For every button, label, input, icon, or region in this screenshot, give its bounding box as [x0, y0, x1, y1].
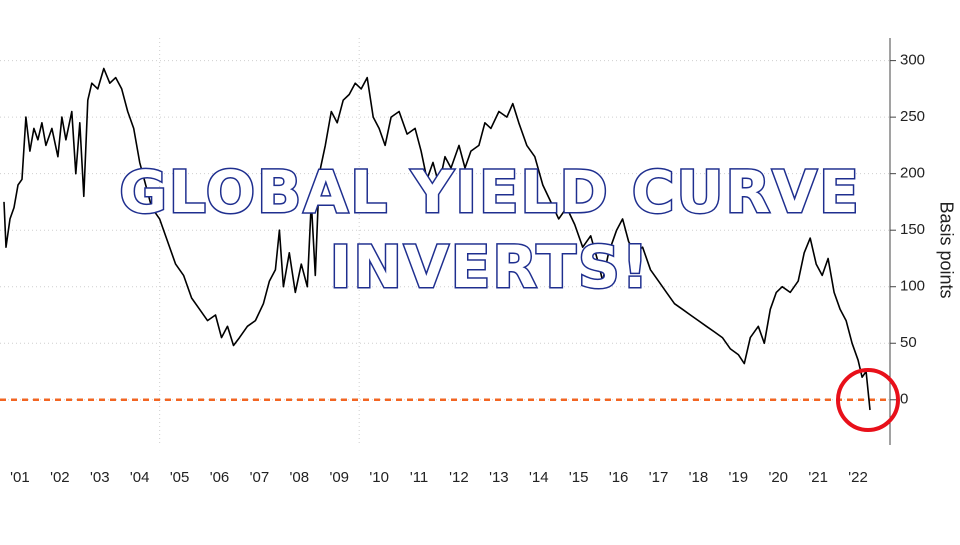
y-tick-label: 300 — [900, 52, 925, 69]
x-tick-label: '06 — [210, 469, 230, 486]
x-tick-label: '14 — [529, 469, 549, 486]
y-tick-label: 200 — [900, 165, 925, 182]
x-tick-label: '19 — [729, 469, 749, 486]
y-tick-label: 150 — [900, 221, 925, 238]
x-tick-label: '09 — [329, 469, 349, 486]
x-tick-label: '18 — [689, 469, 709, 486]
x-tick-label: '01 — [10, 469, 30, 486]
x-tick-label: '13 — [489, 469, 509, 486]
x-tick-label: '17 — [649, 469, 669, 486]
y-tick-label: 100 — [900, 278, 925, 295]
x-tick-label: '07 — [250, 469, 270, 486]
x-tick-label: '21 — [808, 469, 828, 486]
chart-title: GLOBAL YIELD CURVE — [119, 158, 860, 226]
x-tick-label: '08 — [290, 469, 310, 486]
x-tick-label: '22 — [848, 469, 868, 486]
x-tick-label: '03 — [90, 469, 110, 486]
y-tick-label: 250 — [900, 108, 925, 125]
x-tick-label: '16 — [609, 469, 629, 486]
x-tick-label: '11 — [410, 469, 428, 486]
series-line — [3, 67, 871, 411]
y-tick-label: 50 — [900, 334, 917, 351]
x-tick-label: '05 — [170, 469, 190, 486]
x-tick-label: '12 — [449, 469, 469, 486]
x-tick-label: '15 — [569, 469, 589, 486]
x-tick-label: '20 — [768, 469, 788, 486]
x-tick-label: '10 — [369, 469, 389, 486]
chart-title: INVERTS! — [330, 233, 650, 301]
x-tick-label: '04 — [130, 469, 150, 486]
x-tick-label: '02 — [50, 469, 70, 486]
highlight-circle — [836, 368, 900, 432]
y-tick-label: 0 — [900, 391, 908, 408]
y-axis-label: Basis points — [936, 201, 956, 298]
